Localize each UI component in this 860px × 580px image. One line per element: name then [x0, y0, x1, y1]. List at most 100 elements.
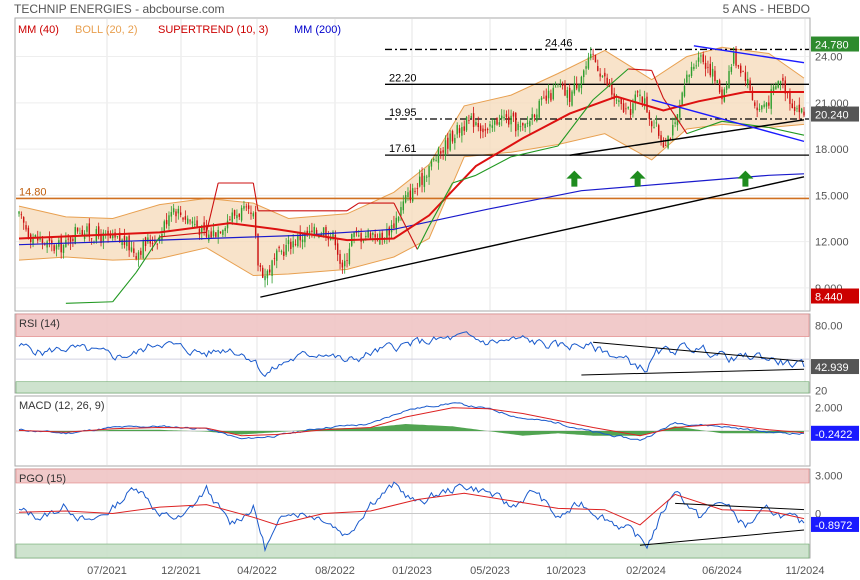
candle [411, 188, 414, 202]
pgo-trendline-upper [675, 502, 805, 511]
candle [622, 103, 625, 113]
candle [48, 238, 51, 242]
supertrend-segment [475, 156, 512, 176]
candle [463, 126, 465, 131]
candle [754, 102, 756, 106]
candle [714, 70, 716, 82]
candle [458, 128, 461, 133]
candle [238, 213, 240, 217]
candle [540, 97, 543, 100]
candle [395, 217, 397, 230]
supertrend-segment [651, 70, 664, 99]
candle [158, 236, 161, 242]
candle [688, 75, 690, 77]
pgo-zone-0 [15, 468, 810, 484]
candle [168, 215, 170, 226]
x-tick-label-5: 05/2023 [470, 565, 510, 577]
mm40-line [18, 91, 804, 242]
rsi-badge [811, 359, 859, 375]
candle [587, 57, 590, 69]
candle [88, 223, 91, 237]
candle [116, 236, 119, 237]
candle [269, 269, 271, 273]
level-label-1: 22.20 [389, 72, 417, 84]
candle [215, 232, 217, 237]
rsi-tick-20: 20 [815, 386, 827, 398]
candle [564, 83, 566, 96]
candle [740, 65, 742, 74]
candle [201, 225, 203, 233]
candle [568, 87, 571, 102]
trendline-2 [693, 45, 805, 64]
candle [86, 226, 88, 232]
candle [728, 71, 730, 89]
candle [252, 213, 255, 217]
candle [435, 160, 437, 161]
candle [590, 53, 592, 59]
candle [496, 117, 498, 125]
candle [557, 84, 559, 86]
supertrend-segment [346, 202, 360, 212]
candle [135, 256, 137, 259]
pgo-signal-line [18, 492, 805, 526]
candle [580, 76, 583, 89]
candle [266, 270, 269, 279]
pgo-line [18, 481, 805, 553]
candle [606, 77, 608, 86]
candle [348, 248, 351, 265]
candle [294, 244, 297, 245]
candle [315, 229, 318, 235]
candle [601, 75, 604, 77]
candle [34, 235, 37, 237]
candle [571, 91, 573, 106]
candle [529, 121, 531, 127]
candle [55, 245, 58, 250]
candle [597, 66, 599, 71]
candle [194, 223, 196, 225]
candle [27, 227, 30, 238]
candle [325, 227, 327, 238]
candle [765, 102, 768, 107]
candle [442, 150, 444, 153]
candle [177, 208, 180, 214]
candle [142, 241, 144, 259]
supertrend-segment [393, 202, 418, 250]
candle [789, 92, 791, 104]
candle [796, 108, 798, 110]
candle [667, 135, 669, 149]
candle [672, 124, 674, 136]
candle [224, 228, 226, 231]
candle [344, 260, 346, 267]
candle [423, 175, 426, 187]
legend-item-1: BOLL (20, 2) [75, 24, 138, 36]
candle [716, 80, 719, 84]
legend-item-2: SUPERTREND (10, 3) [158, 24, 268, 36]
candle [414, 191, 416, 192]
supertrend-segment [65, 301, 113, 304]
candle [219, 231, 222, 234]
candle [566, 90, 569, 98]
candle [430, 160, 433, 167]
candle [660, 135, 662, 141]
candle [254, 212, 257, 236]
candle [353, 232, 355, 238]
candle [292, 241, 294, 248]
candle [526, 122, 529, 124]
candle [32, 237, 34, 245]
candle [311, 230, 313, 232]
candle [278, 246, 280, 249]
supertrend-segment [428, 182, 453, 227]
candle [456, 125, 458, 135]
candle [707, 66, 709, 68]
candle [472, 113, 475, 127]
x-tick-label-1: 12/2021 [161, 565, 201, 577]
candle [711, 68, 714, 77]
candle [552, 87, 554, 100]
candle [119, 232, 121, 243]
candle [749, 80, 751, 91]
candle [299, 232, 301, 241]
candle [636, 91, 639, 93]
candle [109, 233, 112, 239]
candle [231, 212, 233, 222]
